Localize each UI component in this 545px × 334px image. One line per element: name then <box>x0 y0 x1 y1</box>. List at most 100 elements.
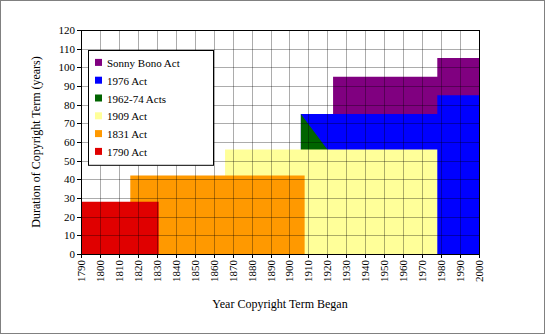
area <box>81 202 159 254</box>
tick <box>384 254 385 258</box>
grid-line <box>81 198 479 199</box>
tick-label: 1850 <box>189 260 201 283</box>
tick-label: 1890 <box>265 260 277 283</box>
legend-label: 1962-74 Acts <box>107 93 166 105</box>
tick-label: 90 <box>64 80 76 92</box>
legend-label: 1831 Act <box>107 128 147 140</box>
tick-label: 1880 <box>246 260 258 283</box>
tick-label: 1820 <box>132 260 144 283</box>
tick <box>77 254 81 255</box>
tick-label: 70 <box>64 117 76 129</box>
grid-line <box>289 30 290 254</box>
tick <box>214 254 215 258</box>
tick-label: 40 <box>64 173 76 185</box>
grid-line <box>441 30 442 254</box>
tick <box>77 49 81 50</box>
tick-label: 1980 <box>435 260 447 283</box>
tick-label: 30 <box>64 192 76 204</box>
tick <box>100 254 101 258</box>
tick <box>441 254 442 258</box>
tick-label: 100 <box>59 61 76 73</box>
legend-label: Sonny Bono Act <box>107 57 180 69</box>
tick <box>77 235 81 236</box>
legend-swatch <box>95 148 102 155</box>
grid-line <box>365 30 366 254</box>
grid-line <box>384 30 385 254</box>
tick <box>365 254 366 258</box>
legend-swatch <box>95 77 102 84</box>
tick-label: 60 <box>64 136 76 148</box>
tick <box>176 254 177 258</box>
tick-label: 80 <box>64 99 76 111</box>
plot-frame <box>82 31 480 255</box>
tick <box>77 67 81 68</box>
tick <box>77 105 81 106</box>
grid-line <box>327 30 328 254</box>
axis-title: Year Copyright Term Began <box>212 297 347 311</box>
tick <box>479 254 480 258</box>
tick <box>77 198 81 199</box>
legend-box <box>89 51 214 166</box>
tick <box>81 254 82 258</box>
grid-line <box>252 30 253 254</box>
grid-line <box>233 30 234 254</box>
legend-label: 1976 Act <box>107 75 147 87</box>
tick-label: 1800 <box>94 260 106 283</box>
tick-label: 50 <box>64 155 76 167</box>
tick <box>77 142 81 143</box>
grid-line <box>81 235 479 236</box>
tick <box>346 254 347 258</box>
grid-line <box>403 30 404 254</box>
tick <box>308 254 309 258</box>
grid-line <box>271 30 272 254</box>
tick <box>289 254 290 258</box>
tick-label: 1840 <box>170 260 182 283</box>
tick <box>77 179 81 180</box>
tick-label: 0 <box>70 248 76 260</box>
tick-label: 1930 <box>340 260 352 283</box>
tick-label: 1830 <box>151 260 163 283</box>
tick-label: 1910 <box>302 260 314 283</box>
tick-label: 10 <box>64 229 76 241</box>
tick-label: 1990 <box>454 260 466 283</box>
tick <box>403 254 404 258</box>
tick-label: 1900 <box>283 260 295 283</box>
legend: Sonny Bono Act 1976 Act 1962-74 Acts 1909 A… <box>89 51 214 166</box>
tick-label: 2000 <box>473 260 485 283</box>
tick <box>252 254 253 258</box>
plot-area <box>81 30 479 254</box>
tick <box>460 254 461 258</box>
tick <box>157 254 158 258</box>
grid <box>81 30 480 255</box>
grid-line <box>422 30 423 254</box>
legend-swatch <box>95 112 102 119</box>
grid-line <box>460 30 461 254</box>
tick-label: 1870 <box>227 260 239 283</box>
tick <box>119 254 120 258</box>
tick-label: 20 <box>64 211 76 223</box>
tick-label: 1810 <box>113 260 125 283</box>
grid-line <box>346 30 347 254</box>
grid-line <box>214 30 215 254</box>
tick <box>77 30 81 31</box>
tick-label: 110 <box>59 43 76 55</box>
legend-label: 1790 Act <box>107 146 147 158</box>
tick-label: 1790 <box>75 260 87 283</box>
grid-line <box>81 179 479 180</box>
tick <box>77 161 81 162</box>
tick-label: 1950 <box>378 260 390 283</box>
grid-line <box>81 217 479 218</box>
tick <box>77 217 81 218</box>
grid-line <box>81 49 479 50</box>
tick <box>271 254 272 258</box>
axis-title: Duration of Copyright Term (years) <box>29 56 43 228</box>
frame <box>1 1 545 334</box>
chart: 0102030405060708090100110120179018001810… <box>0 0 545 334</box>
legend-swatch <box>95 130 102 137</box>
legend-swatch <box>95 95 102 102</box>
tick <box>138 254 139 258</box>
tick <box>233 254 234 258</box>
legend-label: 1909 Act <box>107 110 147 122</box>
tick <box>77 86 81 87</box>
tick-label: 1940 <box>359 260 371 283</box>
